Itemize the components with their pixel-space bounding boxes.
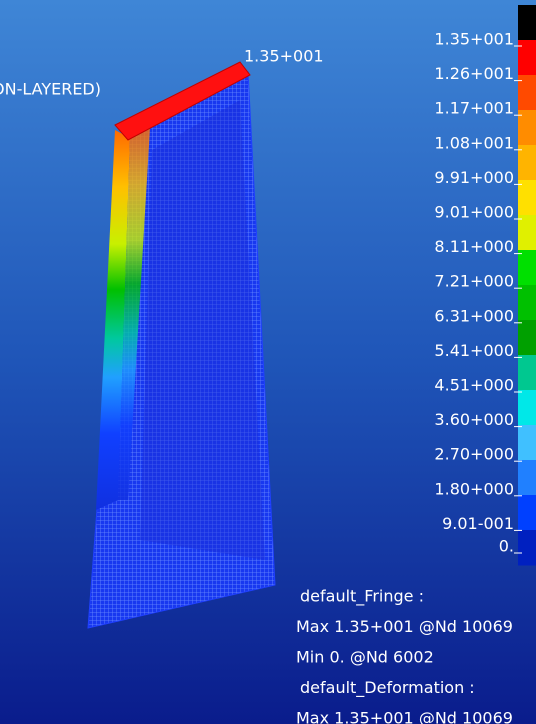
legend-swatch (518, 320, 536, 356)
legend-swatch (518, 425, 536, 461)
legend-swatch (518, 285, 536, 321)
info-line: default_Fringe : (300, 587, 424, 607)
view-title: ON-LAYERED) (0, 80, 101, 99)
legend-label: 7.21+000 (434, 272, 514, 291)
info-line: Min 0. @Nd 6002 (296, 648, 434, 667)
legend-label: 0. (499, 537, 514, 556)
legend-swatch (518, 495, 536, 531)
legend-swatch (518, 250, 536, 286)
legend-swatch (518, 355, 536, 391)
legend-swatch (518, 145, 536, 181)
legend-label: 6.31+000 (434, 306, 514, 325)
legend-swatch (518, 460, 536, 496)
legend-swatch (518, 390, 536, 426)
legend-label: 1.80+000 (434, 479, 514, 498)
viewport: ON-LAYERED) 1.35+001 1.35+001 1.26+001 1.1… (0, 0, 536, 724)
info-line: default_Deformation : (300, 678, 475, 698)
legend-label: 1.08+001 (434, 133, 514, 152)
legend-swatch (518, 215, 536, 251)
legend-label: 1.17+001 (434, 99, 514, 118)
legend-label: 1.26+001 (434, 64, 514, 83)
legend-swatch (518, 180, 536, 216)
legend-swatch (518, 5, 536, 41)
legend-swatch (518, 530, 536, 566)
legend-label: 9.01-001 (442, 514, 514, 533)
legend-label: 2.70+000 (434, 445, 514, 464)
legend-label: 4.51+000 (434, 376, 514, 395)
legend-label: 8.11+000 (434, 237, 514, 256)
legend-label: 3.60+000 (434, 410, 514, 429)
max-annotation: 1.35+001 (244, 47, 324, 66)
legend-label: 9.01+000 (434, 203, 514, 222)
fea-view: ON-LAYERED) 1.35+001 1.35+001 1.26+001 1.1… (0, 0, 536, 724)
info-line: Max 1.35+001 @Nd 10069 (296, 617, 513, 636)
legend-label: 1.35+001 (434, 30, 514, 49)
legend-label: 5.41+000 (434, 341, 514, 360)
legend-label: 9.91+000 (434, 168, 514, 187)
legend-swatch (518, 40, 536, 76)
info-line: Max 1.35+001 @Nd 10069 (296, 709, 513, 724)
